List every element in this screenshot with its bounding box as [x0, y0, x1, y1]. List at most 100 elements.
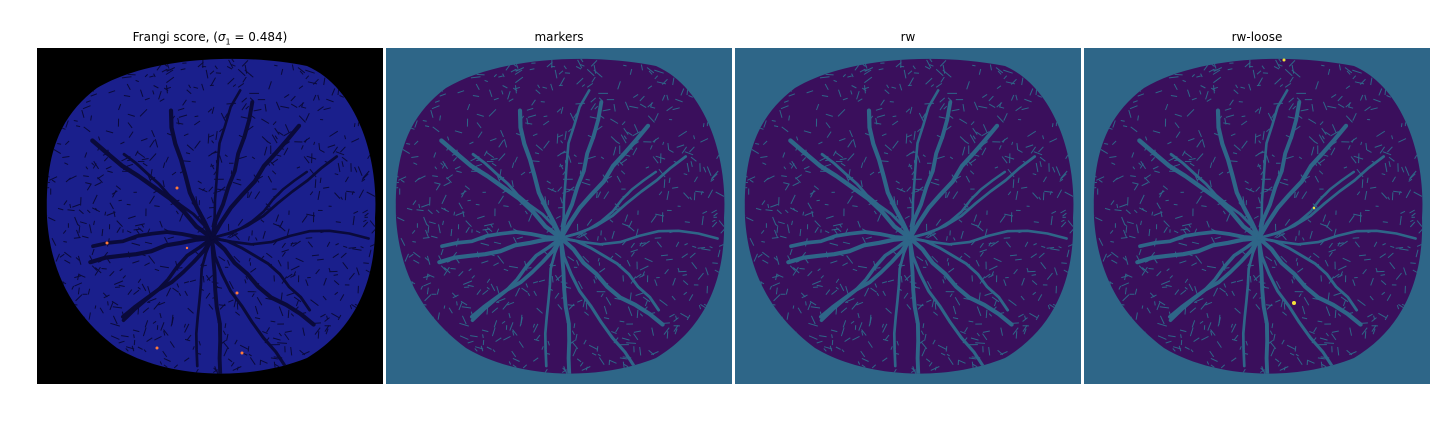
texture-stroke [1217, 321, 1220, 327]
texture-stroke [229, 232, 239, 239]
texture-stroke [86, 183, 92, 191]
texture-stroke [425, 229, 429, 238]
texture-stroke [1125, 209, 1131, 215]
texture-stroke [954, 296, 961, 306]
texture-stroke [1124, 255, 1129, 265]
texture-stroke [439, 93, 447, 97]
texture-stroke [51, 179, 56, 183]
texture-stroke [1337, 95, 1343, 102]
texture-stroke [1129, 105, 1138, 110]
texture-stroke [207, 133, 210, 144]
texture-stroke [1409, 170, 1417, 179]
texture-stroke [64, 251, 72, 258]
texture-stroke [1069, 226, 1074, 234]
texture-stroke [560, 151, 567, 155]
texture-stroke [620, 158, 628, 165]
texture-stroke [248, 257, 251, 262]
texture-stroke [172, 287, 179, 293]
texture-stroke [1015, 190, 1019, 200]
texture-stroke [905, 108, 911, 113]
texture-stroke [1145, 136, 1148, 141]
texture-stroke [602, 108, 611, 112]
texture-stroke [1021, 186, 1028, 189]
texture-stroke [460, 300, 468, 306]
texture-stroke [689, 146, 695, 153]
texture-stroke [441, 163, 446, 169]
texture-stroke [287, 309, 290, 318]
texture-stroke [814, 226, 819, 233]
texture-stroke [877, 213, 882, 222]
texture-stroke [1125, 227, 1128, 233]
texture-stroke [186, 334, 192, 341]
texture-stroke [588, 344, 598, 350]
texture-stroke [187, 307, 194, 314]
texture-stroke [1209, 350, 1215, 358]
texture-stroke [333, 274, 339, 276]
texture-stroke [92, 194, 98, 205]
texture-stroke [426, 287, 429, 295]
texture-stroke [921, 347, 926, 357]
texture-stroke [1138, 162, 1142, 166]
texture-stroke [593, 69, 601, 76]
texture-stroke [585, 178, 590, 181]
texture-stroke [661, 94, 666, 101]
texture-stroke [164, 236, 168, 244]
texture-stroke [159, 361, 163, 365]
vessel-branch [789, 230, 912, 249]
texture-stroke [233, 255, 241, 263]
texture-stroke [1295, 353, 1299, 357]
texture-stroke [363, 262, 369, 264]
texture-stroke [1102, 253, 1107, 262]
texture-stroke [357, 166, 363, 176]
texture-stroke [340, 146, 346, 153]
texture-stroke [344, 176, 349, 183]
texture-stroke [1346, 70, 1351, 75]
texture-stroke [875, 107, 883, 111]
texture-stroke [227, 260, 231, 266]
texture-stroke [1252, 69, 1256, 79]
texture-stroke [1364, 331, 1367, 339]
texture-stroke [931, 255, 939, 263]
texture-stroke [808, 322, 818, 327]
texture-stroke [790, 194, 796, 205]
texture-stroke [254, 191, 261, 200]
texture-stroke [266, 327, 270, 333]
texture-stroke [248, 236, 250, 241]
texture-stroke [1209, 180, 1212, 188]
texture-stroke [1309, 230, 1313, 239]
texture-stroke [1140, 160, 1147, 170]
texture-stroke [1020, 295, 1025, 301]
texture-stroke [666, 190, 670, 200]
texture-stroke [644, 300, 648, 307]
texture-stroke [49, 176, 58, 181]
vessel-branch [168, 108, 215, 241]
texture-stroke [690, 161, 693, 168]
texture-stroke [317, 190, 321, 200]
texture-stroke [348, 247, 357, 249]
texture-stroke [1331, 330, 1339, 333]
texture-stroke [1372, 328, 1376, 335]
texture-stroke [1026, 267, 1029, 272]
texture-stroke [1200, 85, 1206, 89]
texture-stroke [186, 89, 192, 95]
texture-stroke [437, 312, 440, 320]
texture-stroke [982, 124, 988, 134]
texture-stroke [1191, 320, 1196, 328]
texture-stroke [713, 212, 718, 217]
texture-stroke [1366, 177, 1369, 183]
texture-stroke [999, 215, 1006, 223]
texture-stroke [560, 140, 564, 144]
texture-stroke [586, 68, 595, 77]
texture-stroke [427, 209, 433, 215]
texture-stroke [489, 89, 493, 97]
vessel-branch [559, 155, 688, 240]
texture-stroke [260, 219, 265, 223]
texture-stroke [492, 349, 496, 353]
texture-stroke [122, 275, 126, 279]
texture-stroke [431, 105, 440, 110]
texture-stroke [313, 141, 316, 146]
vessel-branch [559, 89, 591, 240]
texture-stroke [791, 160, 798, 170]
texture-stroke [1138, 248, 1142, 256]
texture-stroke [1337, 265, 1347, 271]
